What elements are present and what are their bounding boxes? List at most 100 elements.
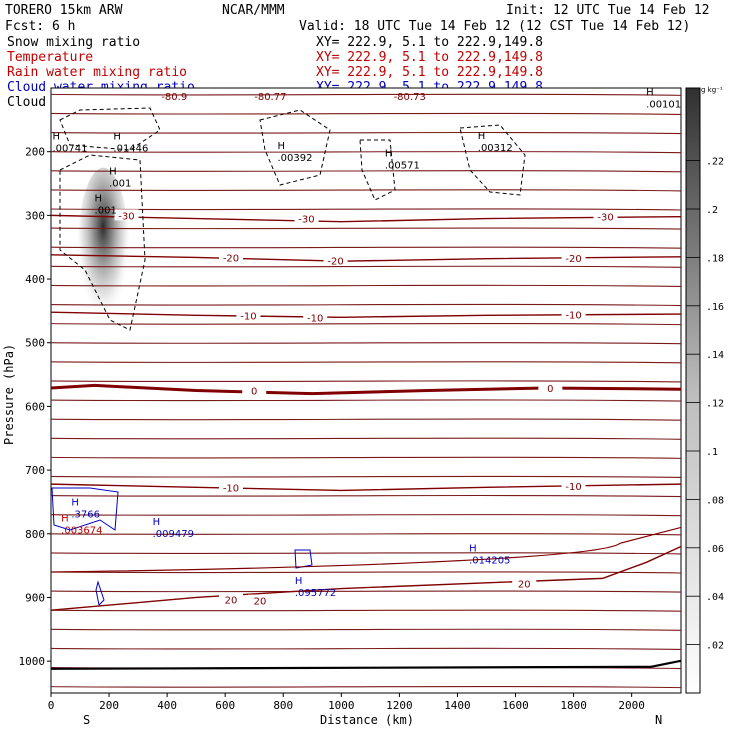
isotherm-line [51,380,681,383]
temperature-label: 20 [518,579,531,590]
x-tick-label: 1800 [560,699,587,712]
temperature-label: -20 [565,254,581,265]
cloud-ice-contour [59,107,161,151]
snow-maximum-value: .00571 [385,161,420,172]
temperature-label: -10 [223,483,239,494]
contour-label-bg [303,311,328,323]
isotherm-line [51,494,681,498]
isotherm-line [51,456,681,459]
isotherm-line [51,189,681,192]
north-end-label: N [655,713,662,727]
cloud-water-contour [95,580,105,607]
isotherm-line [51,533,681,536]
x-axis-label: Distance (km) [320,713,414,727]
cloud-water-contour [294,549,313,569]
top-temperature-label: -80.77 [254,92,286,103]
isotherm-line [51,246,681,249]
snow-maximum-marker: H [277,141,285,152]
temperature-label: -30 [118,211,134,222]
snow-maximum-marker: H [478,131,486,142]
cloud-ice-contour [59,154,146,331]
contour-label-bg [561,480,586,492]
x-tick-label: 2000 [618,699,645,712]
x-tick-label: 1400 [444,699,471,712]
colorbar-tick-label: .04 [706,592,724,603]
isotherm-line [51,609,681,612]
y-tick-label: 600 [25,400,45,413]
legend-field-xy: XY= 222.9, 5.1 to 222.9,149.8 [316,65,543,80]
y-tick-label: 300 [25,209,45,222]
cloud-ice-maximum-value: .001 [109,179,131,190]
isotherm-line [51,647,681,650]
colorbar-tick-label: .16 [706,302,724,313]
isotherm-line [51,418,681,421]
temperature-contour [51,483,681,492]
rain-maximum-marker: H [61,514,69,525]
valid-time: Valid: 18 UTC Tue 14 Feb 12 (12 CST Tue … [299,19,690,34]
temperature-label: -10 [307,313,323,324]
contour-label-bg [248,594,273,606]
init-time: Init: 12 UTC Tue 14 Feb 12 [506,3,710,18]
y-axis: 200 300 400 500 600 700 800 900 1000 [19,146,51,668]
isotherm-line [51,437,681,440]
isotherm-line [51,685,681,689]
colorbar-tick-label: .18 [706,253,724,264]
snow-maximum-value: .00312 [478,143,513,154]
cloud-ice-contour [459,124,526,196]
snow-shading [77,167,130,337]
temperature-contour [51,214,681,223]
contour-label-bg [242,384,267,396]
cloud-water-contour [51,487,119,531]
y-tick-label: 700 [25,464,45,477]
isotherm-line [51,93,681,96]
snow-maximum-value: .00392 [277,153,312,164]
y-tick-label: 800 [25,528,45,541]
colorbar-unit: g kg⁻¹ [701,86,723,94]
contour-label-bg [561,308,586,320]
cloud-water-maximum-value: .014205 [469,556,510,567]
x-tick-label: 400 [157,699,177,712]
x-tick-label: 200 [99,699,119,712]
colorbar-tick-label: .12 [706,399,724,410]
isotherm-line [51,342,681,345]
contour-label-bg [294,212,319,224]
isotherm-line [51,590,681,593]
snow-maximum-marker: H [52,132,60,143]
isotherm-line [51,571,681,574]
isotherm-line [51,475,681,479]
contour-label-bg [219,251,243,263]
legend-field-xy: XY= 222.9, 5.1 to 222.9,149.8 [316,35,543,50]
y-axis-label: Pressure (hPa) [2,344,16,445]
plot-area: -30 -30 -30 -20 -20 -20 -10 -10 -10 0 0 -10 -10 20 20 2… [51,88,681,689]
org-label: NCAR/MMM [222,3,285,18]
y-tick-label: 1000 [19,655,46,668]
snow-maximum-value: .00741 [52,144,87,155]
legend-field-name: Snow mixing ratio [7,35,140,50]
contour-label-bg [323,254,348,266]
cloud-ice-maximum-marker: H [109,167,117,178]
cloud-ice-maximum-marker: H [95,193,103,204]
isotherm-line [51,628,681,631]
colorbar [685,87,701,694]
contour-label-bg [236,309,261,321]
isotherm-line [51,399,681,402]
temperature-label: 0 [547,384,553,395]
isotherm-line [51,112,681,116]
temperature-label: -10 [240,311,256,322]
colorbar-tick-label: .02 [706,641,724,652]
cloud-ice-contour [359,139,396,201]
contour-label-bg [114,209,139,221]
isotherm-line [51,265,681,268]
x-tick-label: 1600 [502,699,529,712]
temperature-contour [51,311,681,318]
isotherm-line [51,303,681,307]
isotherm-line [51,284,681,287]
top-temperature-label: -80.9 [161,92,187,103]
isotherm-line [51,150,681,154]
x-tick-label: 0 [48,699,55,712]
temperature-label: -30 [597,213,613,224]
cloud-water-maximum-marker: H [295,576,303,587]
plot-frame [50,87,682,694]
contour-label-bg [538,381,563,393]
